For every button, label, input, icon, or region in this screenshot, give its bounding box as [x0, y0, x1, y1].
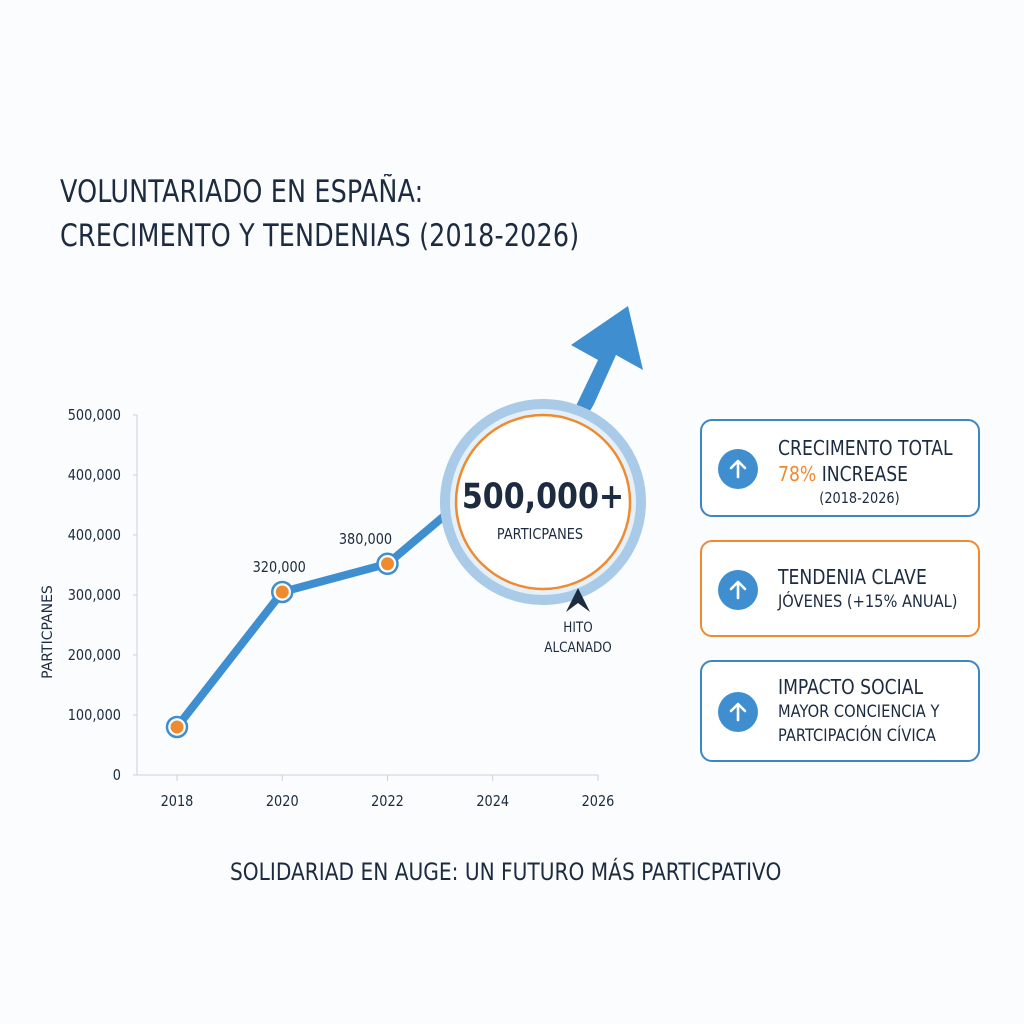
y-axis-label: PARTICPANES [40, 585, 56, 679]
card-line: INCREASE [821, 462, 909, 486]
arrow-up-icon [718, 570, 758, 610]
x-tick-label: 2024 [476, 793, 509, 810]
y-tick-label: 0 [113, 767, 121, 784]
caret-up-icon [566, 588, 590, 612]
x-tick-label: 2026 [582, 793, 615, 810]
annotation-line-1: HITO [563, 620, 592, 636]
trend-arrow-shape [525, 306, 643, 432]
title-line-2: CRECIMENTO Y TENDENIAS (2018-2026) [60, 218, 580, 254]
title-line-1: VOLUNTARIADO EN ESPAÑA: [60, 174, 424, 210]
card-social-impact: IMPACTO SOCIAL MAYOR CONCIENCIA Y PARTCI… [700, 660, 980, 762]
y-tick-label: 400,000 [68, 467, 121, 484]
y-tick-label: 100,000 [68, 707, 121, 724]
data-point [170, 720, 184, 734]
series-line-path [173, 471, 497, 731]
highlight-inner-circle [454, 413, 632, 591]
card-highlight-percent: 78% [778, 462, 817, 486]
footer-tagline: SOLIDARIAD EN AUGE: UN FUTURO MÁS PARTIC… [230, 858, 782, 886]
card-line: MAYOR CONCIENCIA Y [778, 702, 940, 722]
card-line-2: PARTCIPACIÓN CÍVICA [778, 726, 936, 746]
arrow-up-icon [718, 449, 758, 489]
arrow-up-icon [718, 692, 758, 732]
data-label: 380,000 [339, 531, 392, 548]
page-title: VOLUNTARIADO EN ESPAÑA: CRECIMENTO Y TEN… [60, 170, 579, 258]
card-sub: (2018-2026) [819, 489, 900, 507]
data-label: 320,000 [253, 559, 306, 576]
y-tick-label: 500,000 [68, 407, 121, 424]
x-tick-label: 2018 [161, 793, 194, 810]
card-heading: IMPACTO SOCIAL [778, 675, 924, 699]
x-axis-ticks: 2018 2020 2022 2024 2026 [161, 775, 615, 810]
data-point [275, 585, 289, 599]
data-point [381, 557, 394, 571]
milestone-highlight: 500,000+ PARTICPANES [440, 399, 646, 605]
card-total-growth: CRECIMENTO TOTAL 78% INCREASE (2018-2026… [700, 419, 980, 517]
x-tick-label: 2020 [266, 793, 299, 810]
y-axis-ticks: 0 100,000 200,000 300,000 400,000 400,000 500,… [68, 407, 137, 784]
x-tick-label: 2022 [371, 793, 404, 810]
card-heading: TENDENIA CLAVE [778, 565, 927, 589]
y-tick-label: 300,000 [68, 587, 121, 604]
highlight-label: PARTICPANES [497, 526, 583, 543]
card-key-trend: TENDENIA CLAVE JÓVENES (+15% ANUAL) [700, 540, 980, 637]
card-heading: CRECIMENTO TOTAL [778, 436, 953, 460]
annotation-line-2: ALCANADO [544, 640, 612, 656]
trend-arrow-icon [525, 306, 643, 432]
highlight-value: 500,000+ [462, 476, 624, 517]
y-tick-label: 200,000 [68, 647, 121, 664]
milestone-annotation: HITO ALCANADO [544, 588, 612, 656]
card-line: JÓVENES (+15% ANUAL) [778, 592, 958, 612]
y-tick-label: 400,000 [68, 527, 121, 544]
